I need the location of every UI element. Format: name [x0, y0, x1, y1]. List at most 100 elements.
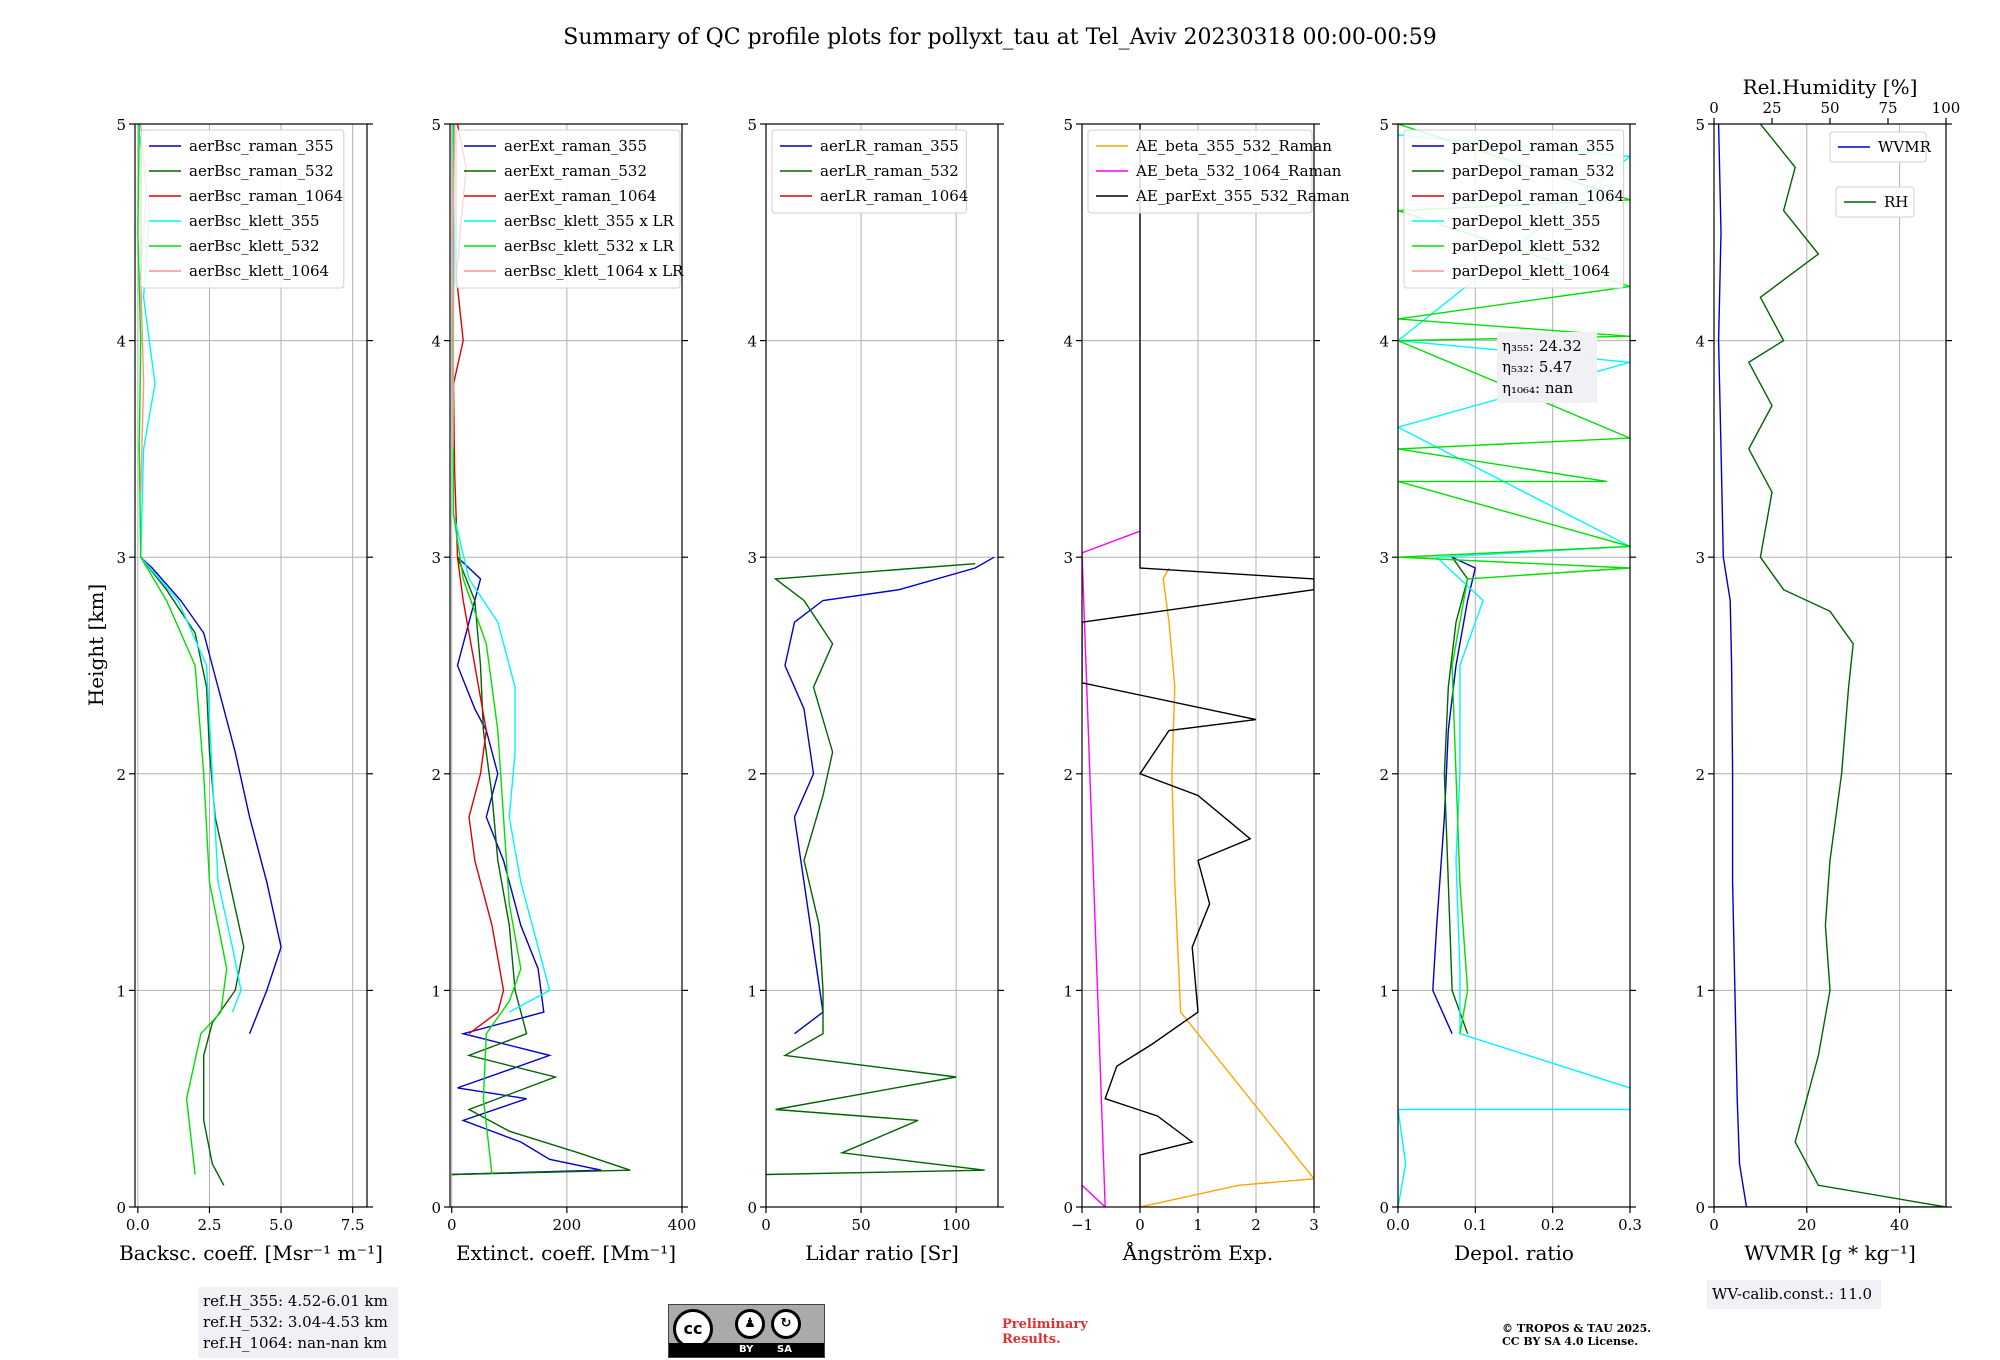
y-tick-label: 5 [116, 116, 126, 134]
x-tick-label: 5.0 [269, 1216, 293, 1234]
x-tick-label: 0.0 [126, 1216, 150, 1234]
series-group [766, 556, 995, 1176]
series-line-AE_parExt_355_532_Raman [1082, 124, 1314, 1207]
legend-label: parDepol_raman_532 [1452, 162, 1615, 180]
y-tick-label: 4 [116, 333, 126, 351]
x-tick-label: 0 [761, 1216, 771, 1234]
y-tick-label: 5 [1063, 116, 1073, 134]
y-tick-label: 2 [1063, 766, 1073, 784]
legend: aerExt_raman_355 aerExt_raman_532 aerExt_r… [455, 129, 684, 289]
y-tick-label: 1 [747, 982, 757, 1000]
plot-frame [1397, 123, 1631, 1208]
top-x-axis-label: Rel.Humidity [%] [1743, 75, 1918, 99]
x-tick-label: −1 [1071, 1216, 1093, 1234]
y-tick-label: 5 [747, 116, 757, 134]
y-tick-label: 2 [1695, 766, 1705, 784]
x-tick-label: 2 [1251, 1216, 1261, 1234]
y-tick-label: 0 [116, 1199, 126, 1217]
series-group [451, 124, 631, 1176]
top-x-tick-label: 50 [1820, 99, 1839, 117]
y-tick-label: 0 [747, 1199, 757, 1217]
y-tick-label: 3 [1695, 549, 1705, 567]
series-group [137, 124, 282, 1186]
y-tick-label: 1 [1695, 982, 1705, 1000]
series-line-aerLR_raman_532 [766, 563, 985, 1176]
panel-2: 0 1 2 3 4 5 0 200 400 Extinct. coeff. [Mm⁻¹] aerEx… [431, 116, 696, 1265]
plot-frame [449, 123, 683, 1208]
series-line-aerBsc_klett_1064 x LR [452, 124, 456, 449]
x-axis-label: Lidar ratio [Sr] [805, 1241, 959, 1265]
series-line-parDepol_klett_355 [1398, 134, 1630, 1207]
annotation-line: η₅₃₂: 5.47 [1502, 358, 1572, 376]
x-tick-label: 0 [1709, 1216, 1719, 1234]
y-tick-label: 3 [747, 549, 757, 567]
series-line-AE_beta_355_532_Raman [1139, 567, 1314, 1207]
plot-frame [134, 123, 368, 1208]
x-tick-label: 1 [1193, 1216, 1203, 1234]
legend-label: aerBsc_klett_532 [189, 237, 320, 255]
y-tick-label: 2 [431, 766, 441, 784]
x-tick-label: 400 [668, 1216, 697, 1234]
person-icon: ♟ [735, 1309, 765, 1339]
legend-box [771, 129, 967, 214]
x-tick-label: 100 [942, 1216, 971, 1234]
legend: aerLR_raman_355 aerLR_raman_532 aerLR_rama… [771, 129, 968, 214]
y-tick-label: 0 [431, 1199, 441, 1217]
top-x-tick-label: 100 [1932, 99, 1961, 117]
series-line-aerExt_raman_1064 [452, 124, 505, 1035]
cc-icon: cc [673, 1309, 713, 1349]
x-axis-label: WVMR [g * kg⁻¹] [1744, 1241, 1916, 1265]
plot-frame [765, 123, 999, 1208]
y-tick-label: 4 [431, 333, 441, 351]
legend-label: AE_beta_355_532_Raman [1135, 137, 1332, 155]
x-tick-label: 7.5 [341, 1216, 365, 1234]
legend-label: aerBsc_raman_1064 [189, 187, 343, 205]
cc-by-sa-license-badge: cc ♟ ↻ BY SA [668, 1304, 825, 1358]
annotation-background [198, 1287, 398, 1358]
y-tick-label: 2 [116, 766, 126, 784]
legend: AE_beta_355_532_Raman AE_beta_532_1064_Ra… [1087, 129, 1350, 214]
y-axis-label: Height [km] [84, 584, 108, 706]
legend-label: aerExt_raman_532 [504, 162, 647, 180]
share-alike-icon: ↻ [771, 1309, 801, 1339]
by-label: BY [739, 1344, 754, 1355]
legend-label: aerLR_raman_532 [820, 162, 959, 180]
legend: parDepol_raman_355 parDepol_raman_532 parD… [1403, 129, 1625, 289]
copyright-line1: © TROPOS & TAU 2025. [1502, 1322, 1651, 1335]
top-x-tick-label: 0 [1709, 99, 1719, 117]
annotation-line: WV-calib.const.: 11.0 [1712, 1285, 1872, 1303]
y-tick-label: 4 [1379, 333, 1389, 351]
x-axis-label: Ångström Exp. [1122, 1240, 1273, 1265]
annotation-background [1497, 332, 1597, 403]
legend-rh: RH [1835, 186, 1915, 218]
legend-label: aerBsc_klett_355 [189, 212, 320, 230]
legend-box [1403, 129, 1625, 289]
panel-1: 0 1 2 3 4 5 0.0 2.5 5.0 7.5 Backsc. coeff. [Msr⁻¹ … [116, 116, 398, 1358]
preliminary-label-line2: Results. [1002, 1332, 1061, 1347]
legend-label: parDepol_klett_532 [1452, 237, 1601, 255]
copyright-line2: CC BY SA 4.0 License. [1502, 1335, 1638, 1348]
series-line-parDepol_raman_532 [1443, 556, 1469, 1034]
x-tick-label: 0 [1135, 1216, 1145, 1234]
legend-label: aerBsc_raman_532 [189, 162, 334, 180]
x-axis-label: Extinct. coeff. [Mm⁻¹] [456, 1241, 676, 1265]
preliminary-label-line1: Preliminary [1002, 1317, 1088, 1332]
x-tick-label: 50 [852, 1216, 871, 1234]
y-tick-label: 3 [116, 549, 126, 567]
legend-label: WVMR [1878, 138, 1932, 156]
annotation-box: WV-calib.const.: 11.0 [1707, 1280, 1881, 1309]
series-line-RH [1714, 124, 1946, 1207]
series-group [1714, 124, 1946, 1207]
legend-label: RH [1884, 193, 1908, 211]
legend-label: aerBsc_klett_355 x LR [504, 212, 675, 230]
series-line-parDepol_raman_355 [1432, 556, 1477, 1034]
series-line-parDepol_klett_532 [1398, 124, 1630, 1034]
series-line-aerExt_raman_355 [451, 556, 602, 1176]
x-tick-label: 0.3 [1618, 1216, 1642, 1234]
legend: aerBsc_raman_355 aerBsc_raman_532 aerBsc_r… [140, 129, 345, 289]
legend-label: parDepol_raman_1064 [1452, 187, 1624, 205]
series-line-aerBsc_klett_532 [137, 124, 228, 1175]
y-tick-label: 0 [1695, 1199, 1705, 1217]
